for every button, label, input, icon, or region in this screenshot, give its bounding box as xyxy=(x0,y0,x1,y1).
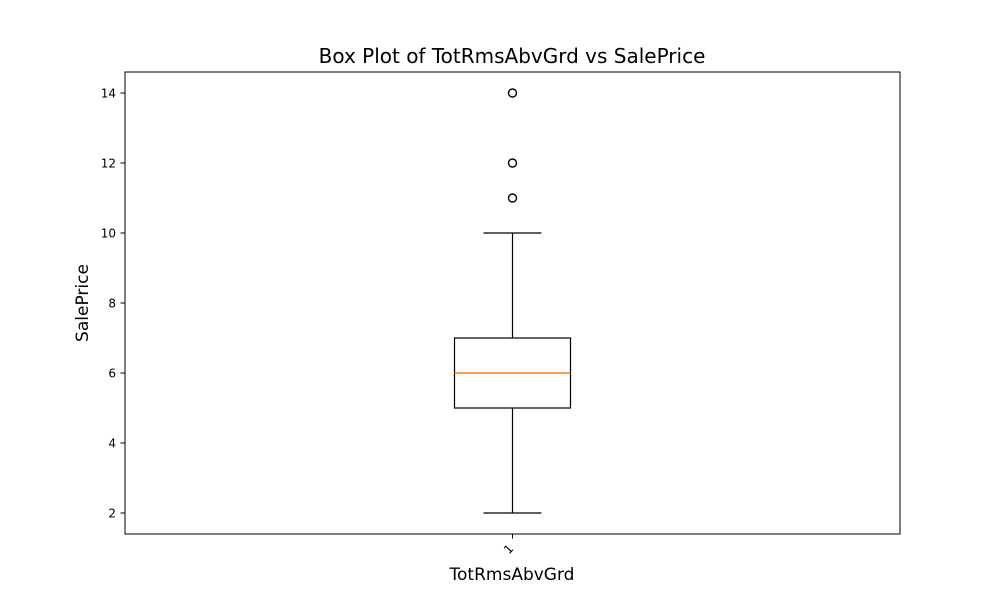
x-axis-label: TotRmsAbvGrd xyxy=(449,565,575,585)
y-tick-label-12: 12 xyxy=(101,157,116,171)
y-tick-label-2: 2 xyxy=(108,507,116,521)
x-tick-label-1: 1 xyxy=(501,542,516,557)
y-tick-label-4: 4 xyxy=(108,437,116,451)
y-tick-label-14: 14 xyxy=(101,87,116,101)
y-axis-label: SalePrice xyxy=(73,264,93,342)
y-tick-label-8: 8 xyxy=(108,297,116,311)
y-tick-label-6: 6 xyxy=(108,367,116,381)
chart-title: Box Plot of TotRmsAbvGrd vs SalePrice xyxy=(319,44,706,68)
outlier-point-14 xyxy=(507,88,518,98)
y-tick-label-10: 10 xyxy=(101,227,116,241)
plot-area: 2 4 6 8 10 12 14 1 xyxy=(101,71,901,557)
outlier-point-12 xyxy=(507,158,518,168)
outlier-point-11 xyxy=(507,193,518,203)
